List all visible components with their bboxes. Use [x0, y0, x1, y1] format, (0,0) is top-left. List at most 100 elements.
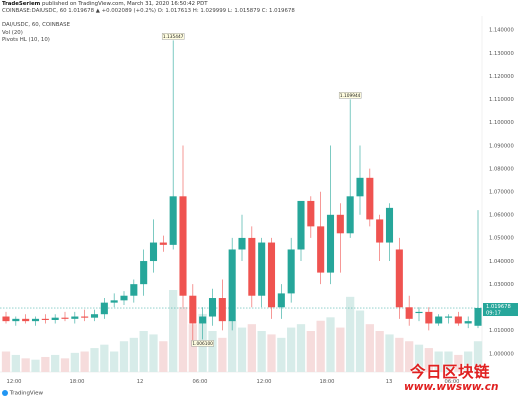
- price-tick-label: 1.130000: [489, 51, 514, 57]
- candle: [346, 99, 354, 238]
- candle-body: [110, 300, 118, 303]
- candle-body: [317, 226, 325, 273]
- candle-body: [130, 284, 138, 296]
- volume-bar: [11, 354, 20, 372]
- volume-bar: [51, 354, 60, 372]
- candle-body: [12, 318, 20, 322]
- volume-bar: [80, 351, 89, 372]
- volume-bar: [464, 351, 473, 372]
- legend-symbol[interactable]: DAI/USDC, 60, COINBASE: [2, 22, 70, 28]
- candle: [140, 249, 148, 296]
- time-tick-label: 18:00: [70, 379, 85, 385]
- pivot-label-text: 1.006100: [192, 341, 213, 347]
- candle: [120, 291, 128, 305]
- price-axis-labels: 1.140000 1.130000 1.120000 1.110000 1.100000…: [489, 28, 514, 358]
- watermark-title: 今日区块链: [410, 363, 491, 381]
- candle-body: [464, 321, 472, 324]
- candle-body: [395, 249, 403, 308]
- candle: [277, 284, 285, 319]
- volume-bar: [178, 307, 188, 372]
- price-tick-label: 1.000000: [489, 351, 514, 357]
- candle: [454, 311, 462, 326]
- candle: [61, 311, 69, 322]
- volume-bar: [228, 320, 237, 372]
- candle-body: [336, 214, 344, 234]
- volume-bar: [21, 358, 30, 372]
- candle: [159, 235, 167, 252]
- volume-bar: [237, 327, 247, 372]
- candle-body: [218, 298, 226, 322]
- price-tick-label: 1.040000: [489, 259, 514, 265]
- volume-bar: [424, 348, 433, 372]
- candle-body: [267, 242, 276, 308]
- pivot-label-high: 1.109944: [338, 92, 362, 99]
- candles: [2, 40, 482, 342]
- legend-volume[interactable]: Vol (20): [2, 29, 23, 36]
- candle-body: [199, 316, 207, 324]
- candle: [435, 314, 443, 326]
- candle-body: [385, 207, 394, 243]
- volume-bar: [119, 341, 129, 372]
- price-tick-label: 1.110000: [489, 97, 514, 103]
- candle: [41, 314, 49, 324]
- volume-bar: [326, 317, 335, 372]
- pivot-label-low: 1.006100: [191, 340, 214, 347]
- price-tick-label: 1.100000: [489, 120, 514, 126]
- volume-bar: [267, 334, 276, 372]
- legend-pivots[interactable]: Pivots HL (10, 10): [2, 37, 50, 43]
- volume-bar: [208, 331, 217, 372]
- volume-bar: [473, 341, 483, 372]
- candle-body: [81, 316, 89, 318]
- watermark-url: www.wwsww.cn: [404, 381, 499, 393]
- countdown-tag-bg: [483, 309, 518, 317]
- volume-bar: [296, 324, 306, 372]
- candle-body: [307, 200, 315, 227]
- volume-bar: [287, 327, 296, 372]
- author-name[interactable]: TradeSeriem: [2, 1, 41, 7]
- volume-bar: [316, 320, 325, 372]
- candle: [238, 214, 246, 262]
- candle-body: [71, 316, 79, 319]
- candle-body: [140, 261, 148, 285]
- volume-bars: [1, 290, 483, 372]
- pivot-label-box: [191, 340, 214, 347]
- candle: [356, 145, 364, 215]
- candle: [218, 279, 226, 331]
- candle: [395, 237, 403, 319]
- time-tick-label: 18:00: [320, 379, 335, 385]
- price-tick-label: 1.080000: [489, 166, 514, 172]
- volume-bar: [306, 331, 315, 372]
- candle: [326, 145, 335, 285]
- candle: [2, 311, 10, 324]
- candle: [51, 314, 59, 324]
- candle: [405, 295, 413, 326]
- volume-bar: [454, 354, 463, 372]
- candle: [267, 237, 276, 319]
- candle-body: [51, 317, 59, 320]
- volume-bar: [434, 351, 443, 372]
- candle-body: [238, 237, 246, 250]
- candle: [366, 168, 374, 227]
- candle-body: [415, 311, 423, 314]
- time-axis-labels: 12:00 18:00 12 06:00 12:00 18:00 13 06:00: [7, 379, 460, 385]
- volume-bar: [218, 337, 227, 372]
- candle: [287, 237, 295, 303]
- candle: [130, 279, 138, 303]
- candle-body: [376, 219, 384, 243]
- candle-body: [90, 314, 99, 318]
- volume-bar: [169, 290, 178, 372]
- candle-body: [356, 177, 364, 197]
- published-text: published on TradingView.com, March 31, …: [41, 1, 208, 7]
- tradingview-brand[interactable]: TradingView: [2, 390, 43, 397]
- tradingview-brand-label: TradingView: [9, 390, 43, 397]
- price-tick-label: 1.050000: [489, 236, 514, 242]
- candle: [208, 288, 217, 326]
- candle-body: [100, 302, 108, 315]
- time-tick-label: 06:00: [445, 379, 460, 385]
- candle-body: [444, 316, 453, 318]
- volume-bar: [149, 334, 158, 372]
- time-tick-label: 12:00: [7, 379, 22, 385]
- candle-body: [228, 249, 236, 322]
